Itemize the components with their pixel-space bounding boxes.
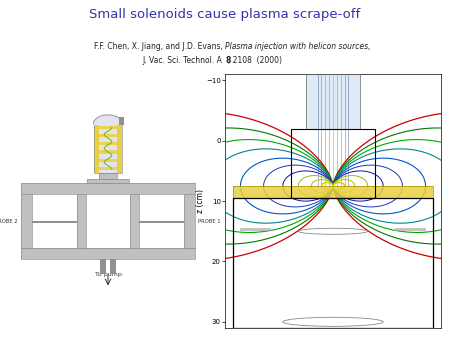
- Bar: [130, 194, 139, 248]
- Bar: [111, 259, 116, 274]
- Bar: [130, 194, 139, 248]
- Bar: [21, 183, 195, 194]
- Bar: [111, 259, 116, 274]
- Bar: [291, 129, 375, 198]
- Bar: [94, 126, 122, 129]
- Bar: [32, 221, 77, 223]
- Text: J. Vac. Sci. Technol. A: J. Vac. Sci. Technol. A: [143, 56, 225, 65]
- Bar: [94, 150, 122, 153]
- Bar: [240, 228, 271, 231]
- Y-axis label: z (cm): z (cm): [196, 189, 205, 213]
- Text: F.F. Chen, X. Jiang, and J.D. Evans,: F.F. Chen, X. Jiang, and J.D. Evans,: [94, 42, 225, 51]
- Bar: [139, 221, 184, 223]
- Bar: [184, 194, 195, 248]
- Bar: [233, 198, 433, 328]
- Bar: [21, 183, 195, 194]
- Text: , 2108  (2000): , 2108 (2000): [228, 56, 282, 65]
- Bar: [87, 178, 129, 183]
- Bar: [21, 194, 32, 248]
- Bar: [94, 134, 122, 137]
- Bar: [94, 167, 122, 170]
- Bar: [117, 124, 122, 173]
- Bar: [77, 194, 86, 248]
- Bar: [94, 124, 122, 173]
- Bar: [94, 142, 122, 145]
- Bar: [94, 159, 122, 162]
- Bar: [306, 74, 360, 129]
- Bar: [21, 248, 195, 259]
- Polygon shape: [94, 115, 122, 124]
- Bar: [21, 194, 32, 248]
- Bar: [233, 186, 433, 198]
- Bar: [21, 248, 195, 259]
- Text: To pump: To pump: [94, 272, 122, 277]
- Bar: [94, 124, 122, 173]
- Bar: [119, 117, 124, 125]
- Bar: [87, 178, 129, 183]
- Bar: [77, 194, 86, 248]
- Bar: [94, 124, 99, 173]
- Bar: [395, 228, 426, 231]
- Bar: [100, 259, 105, 274]
- Text: PROBE 1: PROBE 1: [198, 219, 220, 224]
- Text: 8: 8: [225, 56, 230, 65]
- Text: Small solenoids cause plasma scrape-off: Small solenoids cause plasma scrape-off: [90, 8, 360, 21]
- Text: PROBE 2: PROBE 2: [0, 219, 18, 224]
- Text: Plasma injection with helicon sources,: Plasma injection with helicon sources,: [225, 42, 370, 51]
- Bar: [99, 173, 117, 178]
- Bar: [306, 74, 360, 129]
- Bar: [184, 194, 195, 248]
- Bar: [100, 259, 105, 274]
- Bar: [233, 186, 433, 198]
- Bar: [99, 173, 117, 178]
